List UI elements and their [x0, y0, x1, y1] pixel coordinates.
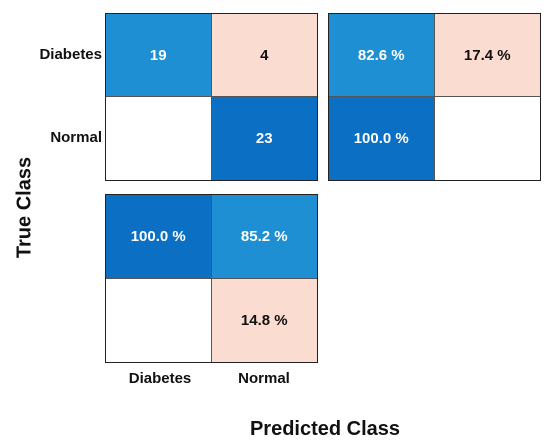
matrix-counts: 19 4 23: [105, 13, 318, 181]
cell-counts-1-1: 23: [211, 97, 317, 180]
cell-colpct-0-1: 85.2 %: [211, 195, 317, 279]
cell-colpct-1-1: 14.8 %: [211, 278, 317, 362]
x-axis-title: Predicted Class: [249, 418, 401, 440]
cell-rowpct-1-1: [434, 97, 540, 180]
y-axis-title: True Class: [13, 156, 36, 259]
cell-colpct-0-0: 100.0 %: [106, 195, 212, 279]
cell-counts-0-1: 4: [211, 14, 317, 97]
cell-rowpct-0-1: 17.4 %: [434, 14, 540, 97]
cell-colpct-1-0: [106, 278, 212, 362]
cell-rowpct-1-0: 100.0 %: [329, 97, 435, 180]
col-label-normal: Normal: [238, 370, 290, 387]
matrix-row-percent: 82.6 % 17.4 % 100.0 %: [328, 13, 541, 181]
row-label-diabetes: Diabetes: [39, 46, 102, 63]
matrix-col-percent: 100.0 % 85.2 % 14.8 %: [105, 194, 318, 363]
cell-counts-1-0: [106, 97, 212, 180]
row-label-normal: Normal: [50, 129, 102, 146]
cell-counts-0-0: 19: [106, 14, 212, 97]
col-label-diabetes: Diabetes: [128, 370, 192, 387]
cell-rowpct-0-0: 82.6 %: [329, 14, 435, 97]
